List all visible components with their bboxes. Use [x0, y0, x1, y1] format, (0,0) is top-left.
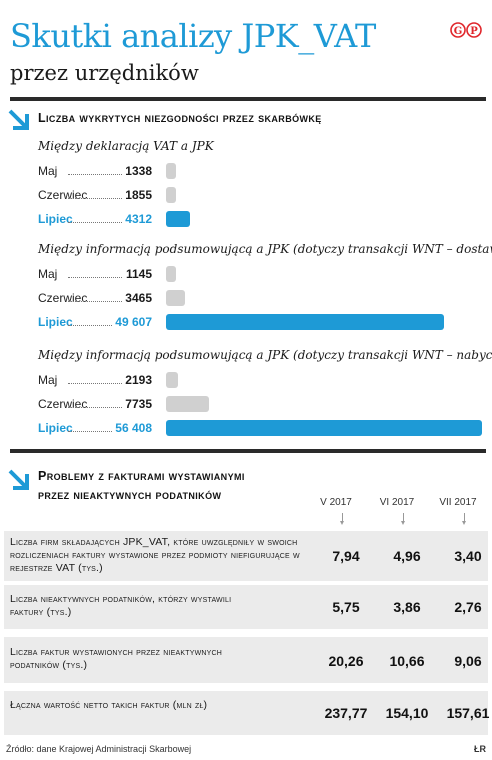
leader-dots	[68, 431, 154, 432]
section-title-discrepancies: Liczba wykrytych niezgodności przez skar…	[38, 111, 322, 125]
table-row-label: Łączna wartość netto takich faktur (mln …	[10, 699, 208, 711]
leader-dots	[68, 174, 154, 175]
table-row-label: Liczba faktur wystawionych przez nieakty…	[10, 646, 223, 671]
leader-dots	[68, 198, 154, 199]
bar	[166, 266, 176, 282]
leader-dots	[68, 222, 154, 223]
arrow-down-right-icon	[8, 109, 29, 130]
table-row: Łączna wartość netto takich faktur (mln …	[4, 691, 489, 735]
bar-category-label: Lipiec	[38, 421, 73, 435]
bar-value-label: 3465	[122, 290, 154, 306]
table-row-label: Liczba nieaktywnych podatników, którzy w…	[10, 593, 232, 618]
bar-category-label: Czerwiec	[38, 397, 88, 411]
svg-text:P: P	[470, 26, 478, 37]
bar-category-label: Maj	[38, 164, 58, 178]
table-cell: 157,61	[446, 705, 490, 721]
table-row: Liczba firm składających JPK_VAT, które …	[4, 531, 488, 581]
section-title-line: przez nieaktywnych podatników	[38, 488, 222, 502]
source-note: Źródło: dane Krajowej Administracji Skar…	[6, 744, 192, 754]
bar-category-label: Czerwiec	[38, 188, 88, 202]
bar-value-label: 4312	[122, 211, 154, 227]
bar-row: Czerwiec 3465	[38, 290, 486, 306]
publisher-logo: G P	[450, 22, 482, 42]
column-header-vi-2017: VI 2017	[379, 497, 415, 508]
bar-value-label: 2193	[122, 372, 154, 388]
bar-category-label: Lipiec	[38, 212, 73, 226]
section-divider	[10, 97, 486, 101]
bar-category-label: Lipiec	[38, 315, 73, 329]
table-cell: 4,96	[393, 548, 421, 564]
bar	[166, 187, 177, 203]
bar-value-label: 56 408	[112, 420, 154, 436]
section-divider	[10, 449, 486, 453]
bar-category-label: Czerwiec	[38, 291, 88, 305]
page-subtitle: przez urzędników	[10, 61, 199, 85]
table-cell: 7,94	[332, 548, 360, 564]
bar-row: Czerwiec 1855	[38, 187, 486, 203]
bar-row: Czerwiec 7735	[38, 396, 486, 412]
column-pointer-icon	[340, 513, 344, 525]
leader-dots	[68, 383, 154, 384]
table-cell: 5,75	[332, 599, 360, 615]
table-cell: 2,76	[454, 599, 482, 615]
bar-row: Maj 1145	[38, 266, 486, 282]
column-header-vii-2017: VII 2017	[439, 497, 477, 508]
bar-category-label: Maj	[38, 267, 58, 281]
bar-value-label: 1145	[122, 266, 154, 282]
column-pointer-icon	[401, 513, 405, 525]
bar	[166, 163, 176, 179]
leader-dots	[68, 325, 154, 326]
bar-value-label: 49 607	[112, 314, 154, 330]
bar-row: Maj 2193	[38, 372, 486, 388]
table-row: Liczba faktur wystawionych przez nieakty…	[4, 637, 488, 683]
bar-value-label: 1855	[122, 187, 154, 203]
table-cell: 10,66	[389, 653, 425, 669]
table-cell: 237,77	[324, 705, 368, 721]
bar	[166, 420, 482, 436]
leader-dots	[68, 407, 154, 408]
table-cell: 9,06	[454, 653, 482, 669]
chart-group-title: Między informacją podsumowującą a JPK (d…	[38, 242, 492, 256]
bar-row: Lipiec 49 607	[38, 314, 486, 330]
bar	[166, 372, 179, 388]
leader-dots	[68, 277, 154, 278]
bar	[166, 290, 186, 306]
table-cell: 3,40	[454, 548, 482, 564]
bar	[166, 396, 210, 412]
bar	[166, 314, 444, 330]
section-title-line: Problemy z fakturami wystawianymi	[38, 469, 245, 483]
table-cell: 3,86	[393, 599, 421, 615]
section-title-inactive-taxpayers: Problemy z fakturami wystawianymi przez …	[38, 467, 245, 505]
arrow-down-right-icon	[8, 469, 29, 490]
table-row: Liczba nieaktywnych podatników, którzy w…	[4, 585, 488, 629]
table-row-label: Liczba firm składających JPK_VAT, które …	[10, 536, 300, 574]
column-header-v-2017: V 2017	[320, 497, 352, 508]
chart-group-title: Między informacją podsumowującą a JPK (d…	[38, 348, 492, 362]
column-pointer-icon	[462, 513, 466, 525]
table-cell: 20,26	[328, 653, 364, 669]
author-credit: ŁR	[474, 744, 486, 754]
bar-row: Maj 1338	[38, 163, 486, 179]
bar-row: Lipiec 4312	[38, 211, 486, 227]
bar-category-label: Maj	[38, 373, 58, 387]
chart-group-title: Między deklaracją VAT a JPK	[38, 139, 214, 153]
page-title: Skutki analizy JPK_VAT	[10, 17, 376, 55]
bar-row: Lipiec 56 408	[38, 420, 486, 436]
leader-dots	[68, 301, 154, 302]
table-cell: 154,10	[385, 705, 429, 721]
svg-text:G: G	[454, 26, 463, 37]
bar-value-label: 7735	[122, 396, 154, 412]
bar-value-label: 1338	[122, 163, 154, 179]
bar	[166, 211, 191, 227]
